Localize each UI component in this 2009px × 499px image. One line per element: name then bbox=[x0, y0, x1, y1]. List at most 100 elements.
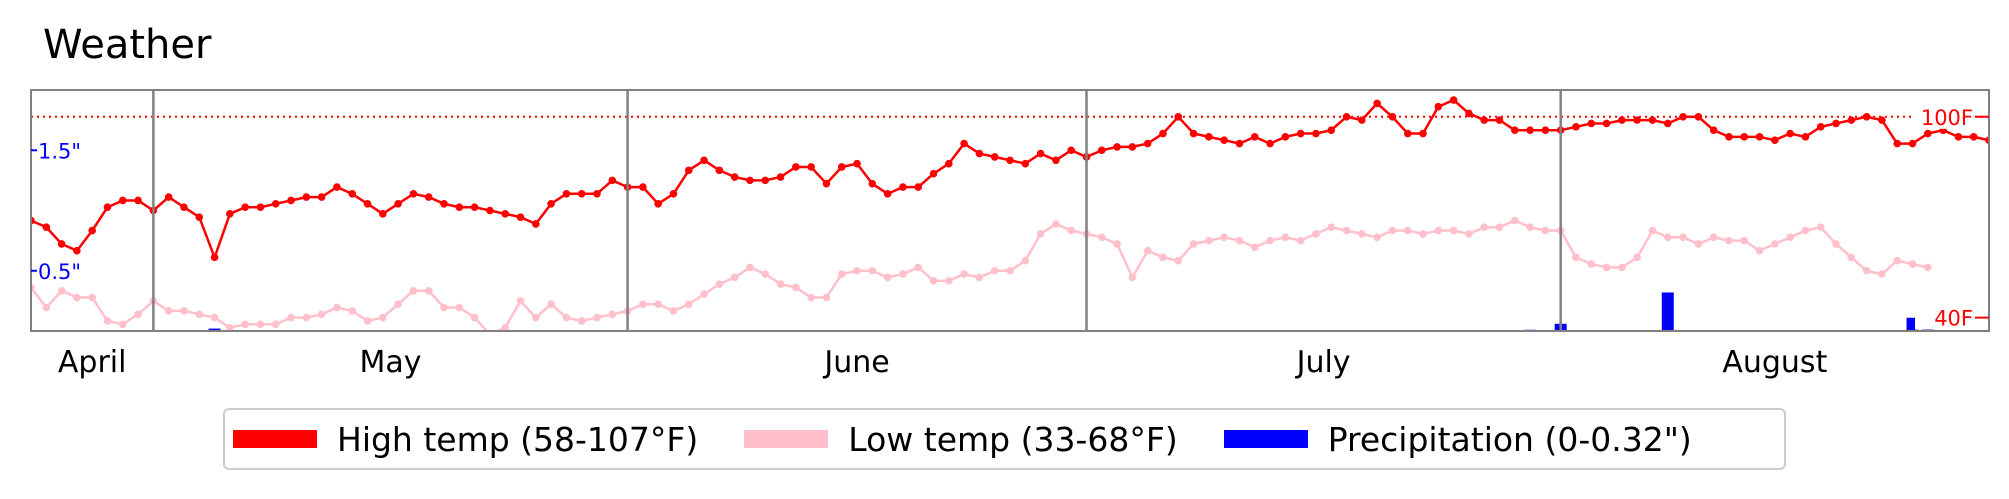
low-temp-point-65 bbox=[1021, 256, 1030, 265]
legend-item-precip: Precipitation (0-0.32") bbox=[1223, 419, 1692, 459]
high-temp-point-92 bbox=[1434, 102, 1443, 111]
low-temp-point-118 bbox=[1832, 240, 1840, 248]
high-temp-point-108 bbox=[1679, 112, 1687, 121]
low-temp-point-119 bbox=[1847, 253, 1856, 262]
low-temp-point-23 bbox=[379, 313, 387, 322]
legend-label-precip: Precipitation (0-0.32") bbox=[1327, 419, 1692, 459]
low-temp-point-121 bbox=[1878, 270, 1886, 278]
high-temp-point-36 bbox=[577, 189, 586, 198]
temp-label-bg-100F bbox=[1915, 104, 1975, 129]
high-temp-point-4 bbox=[88, 226, 96, 235]
low-temp-point-91 bbox=[1419, 230, 1427, 238]
high-temp-point-65 bbox=[1021, 159, 1030, 168]
low-temp-point-108 bbox=[1679, 233, 1687, 242]
high-temp-point-6 bbox=[118, 196, 127, 205]
high-temp-point-93 bbox=[1449, 96, 1458, 104]
low-temp-point-77 bbox=[1205, 236, 1213, 245]
high-temp-point-50 bbox=[792, 163, 800, 171]
low-temp-point-72 bbox=[1128, 273, 1137, 282]
high-temp-point-2 bbox=[57, 240, 66, 248]
low-temp-point-115 bbox=[1786, 233, 1794, 242]
low-temp-point-62 bbox=[975, 273, 984, 282]
high-temp-point-83 bbox=[1296, 129, 1305, 138]
high-temp-point-122 bbox=[1893, 139, 1902, 148]
low-temp-point-75 bbox=[1174, 256, 1183, 265]
low-temp-point-58 bbox=[914, 263, 923, 272]
high-temp-point-77 bbox=[1205, 133, 1213, 141]
high-temp-point-29 bbox=[470, 203, 479, 211]
month-label-may: May bbox=[359, 345, 421, 380]
low-temp-point-6 bbox=[118, 320, 127, 329]
high-temp-point-23 bbox=[379, 210, 387, 218]
low-temp-point-5 bbox=[103, 317, 112, 325]
low-temp-point-3 bbox=[73, 293, 81, 302]
high-temp-point-118 bbox=[1832, 119, 1840, 128]
low-temp-point-42 bbox=[669, 307, 678, 315]
high-temp-point-113 bbox=[1755, 133, 1764, 141]
high-temp-point-99 bbox=[1541, 126, 1550, 134]
low-temp-point-15 bbox=[256, 320, 265, 329]
low-temp-point-26 bbox=[424, 287, 433, 295]
low-temp-point-106 bbox=[1648, 226, 1657, 235]
low-temp-point-123 bbox=[1908, 260, 1917, 268]
high-temp-point-90 bbox=[1403, 129, 1412, 138]
high-temp-point-95 bbox=[1480, 116, 1489, 124]
temp-label-40F: 40F bbox=[1934, 307, 1973, 331]
month-label-june: June bbox=[822, 345, 889, 380]
low-temp-point-18 bbox=[302, 313, 311, 322]
legend-swatch-precip bbox=[1223, 430, 1308, 448]
low-temp-point-59 bbox=[929, 276, 938, 285]
low-temp-point-27 bbox=[440, 303, 448, 312]
high-temp-point-84 bbox=[1312, 129, 1320, 138]
high-temp-point-25 bbox=[409, 189, 418, 198]
low-temp-point-12 bbox=[210, 313, 219, 322]
low-temp-point-112 bbox=[1740, 236, 1749, 245]
low-temp-point-35 bbox=[562, 313, 571, 322]
high-temp-point-82 bbox=[1281, 133, 1290, 141]
low-temp-point-9 bbox=[164, 307, 173, 315]
precip-label-0: 1.5" bbox=[38, 139, 81, 163]
low-temp-point-76 bbox=[1189, 240, 1198, 248]
low-temp-point-16 bbox=[271, 320, 280, 329]
high-temp-point-54 bbox=[853, 159, 861, 168]
low-temp-point-4 bbox=[88, 293, 96, 302]
high-temp-point-67 bbox=[1052, 156, 1060, 165]
high-temp-point-44 bbox=[700, 156, 708, 165]
high-temp-point-66 bbox=[1036, 149, 1045, 158]
high-temp-point-46 bbox=[730, 173, 739, 181]
high-temp-point-42 bbox=[669, 189, 678, 198]
low-temp-point-73 bbox=[1143, 246, 1152, 255]
low-temp-point-60 bbox=[945, 276, 953, 285]
low-temp-point-102 bbox=[1587, 260, 1596, 268]
low-temp-point-105 bbox=[1633, 253, 1641, 262]
low-temp-point-113 bbox=[1755, 246, 1764, 255]
low-temp-point-50 bbox=[792, 283, 800, 292]
high-temp-point-3 bbox=[73, 246, 81, 255]
low-temp-point-37 bbox=[593, 313, 601, 322]
low-temp-point-92 bbox=[1434, 226, 1443, 235]
low-temp-point-109 bbox=[1694, 240, 1703, 248]
low-temp-point-110 bbox=[1709, 233, 1718, 242]
high-temp-point-109 bbox=[1694, 112, 1703, 121]
low-temp-point-13 bbox=[226, 323, 234, 331]
low-temp-point-45 bbox=[715, 280, 724, 288]
high-temp-point-22 bbox=[363, 200, 372, 208]
high-temp-point-32 bbox=[516, 213, 525, 221]
low-temp-point-79 bbox=[1235, 236, 1244, 245]
low-temp-point-64 bbox=[1006, 266, 1014, 275]
low-temp-point-63 bbox=[990, 266, 999, 275]
month-label-august: August bbox=[1722, 345, 1827, 380]
low-temp-point-116 bbox=[1801, 226, 1810, 235]
high-temp-point-14 bbox=[241, 203, 249, 211]
high-temp-point-24 bbox=[394, 200, 402, 208]
high-temp-point-61 bbox=[960, 139, 968, 148]
low-temp-point-107 bbox=[1663, 233, 1672, 242]
low-temp-point-19 bbox=[317, 310, 326, 319]
precip-bar-0 bbox=[208, 328, 221, 331]
low-temp-point-85 bbox=[1327, 223, 1336, 232]
high-temp-point-63 bbox=[990, 153, 999, 161]
high-temp-point-104 bbox=[1618, 116, 1626, 124]
legend-item-low: Low temp (33-68°F) bbox=[744, 420, 1178, 459]
precip-bar-3 bbox=[1661, 292, 1674, 331]
low-temp-point-33 bbox=[531, 313, 540, 322]
